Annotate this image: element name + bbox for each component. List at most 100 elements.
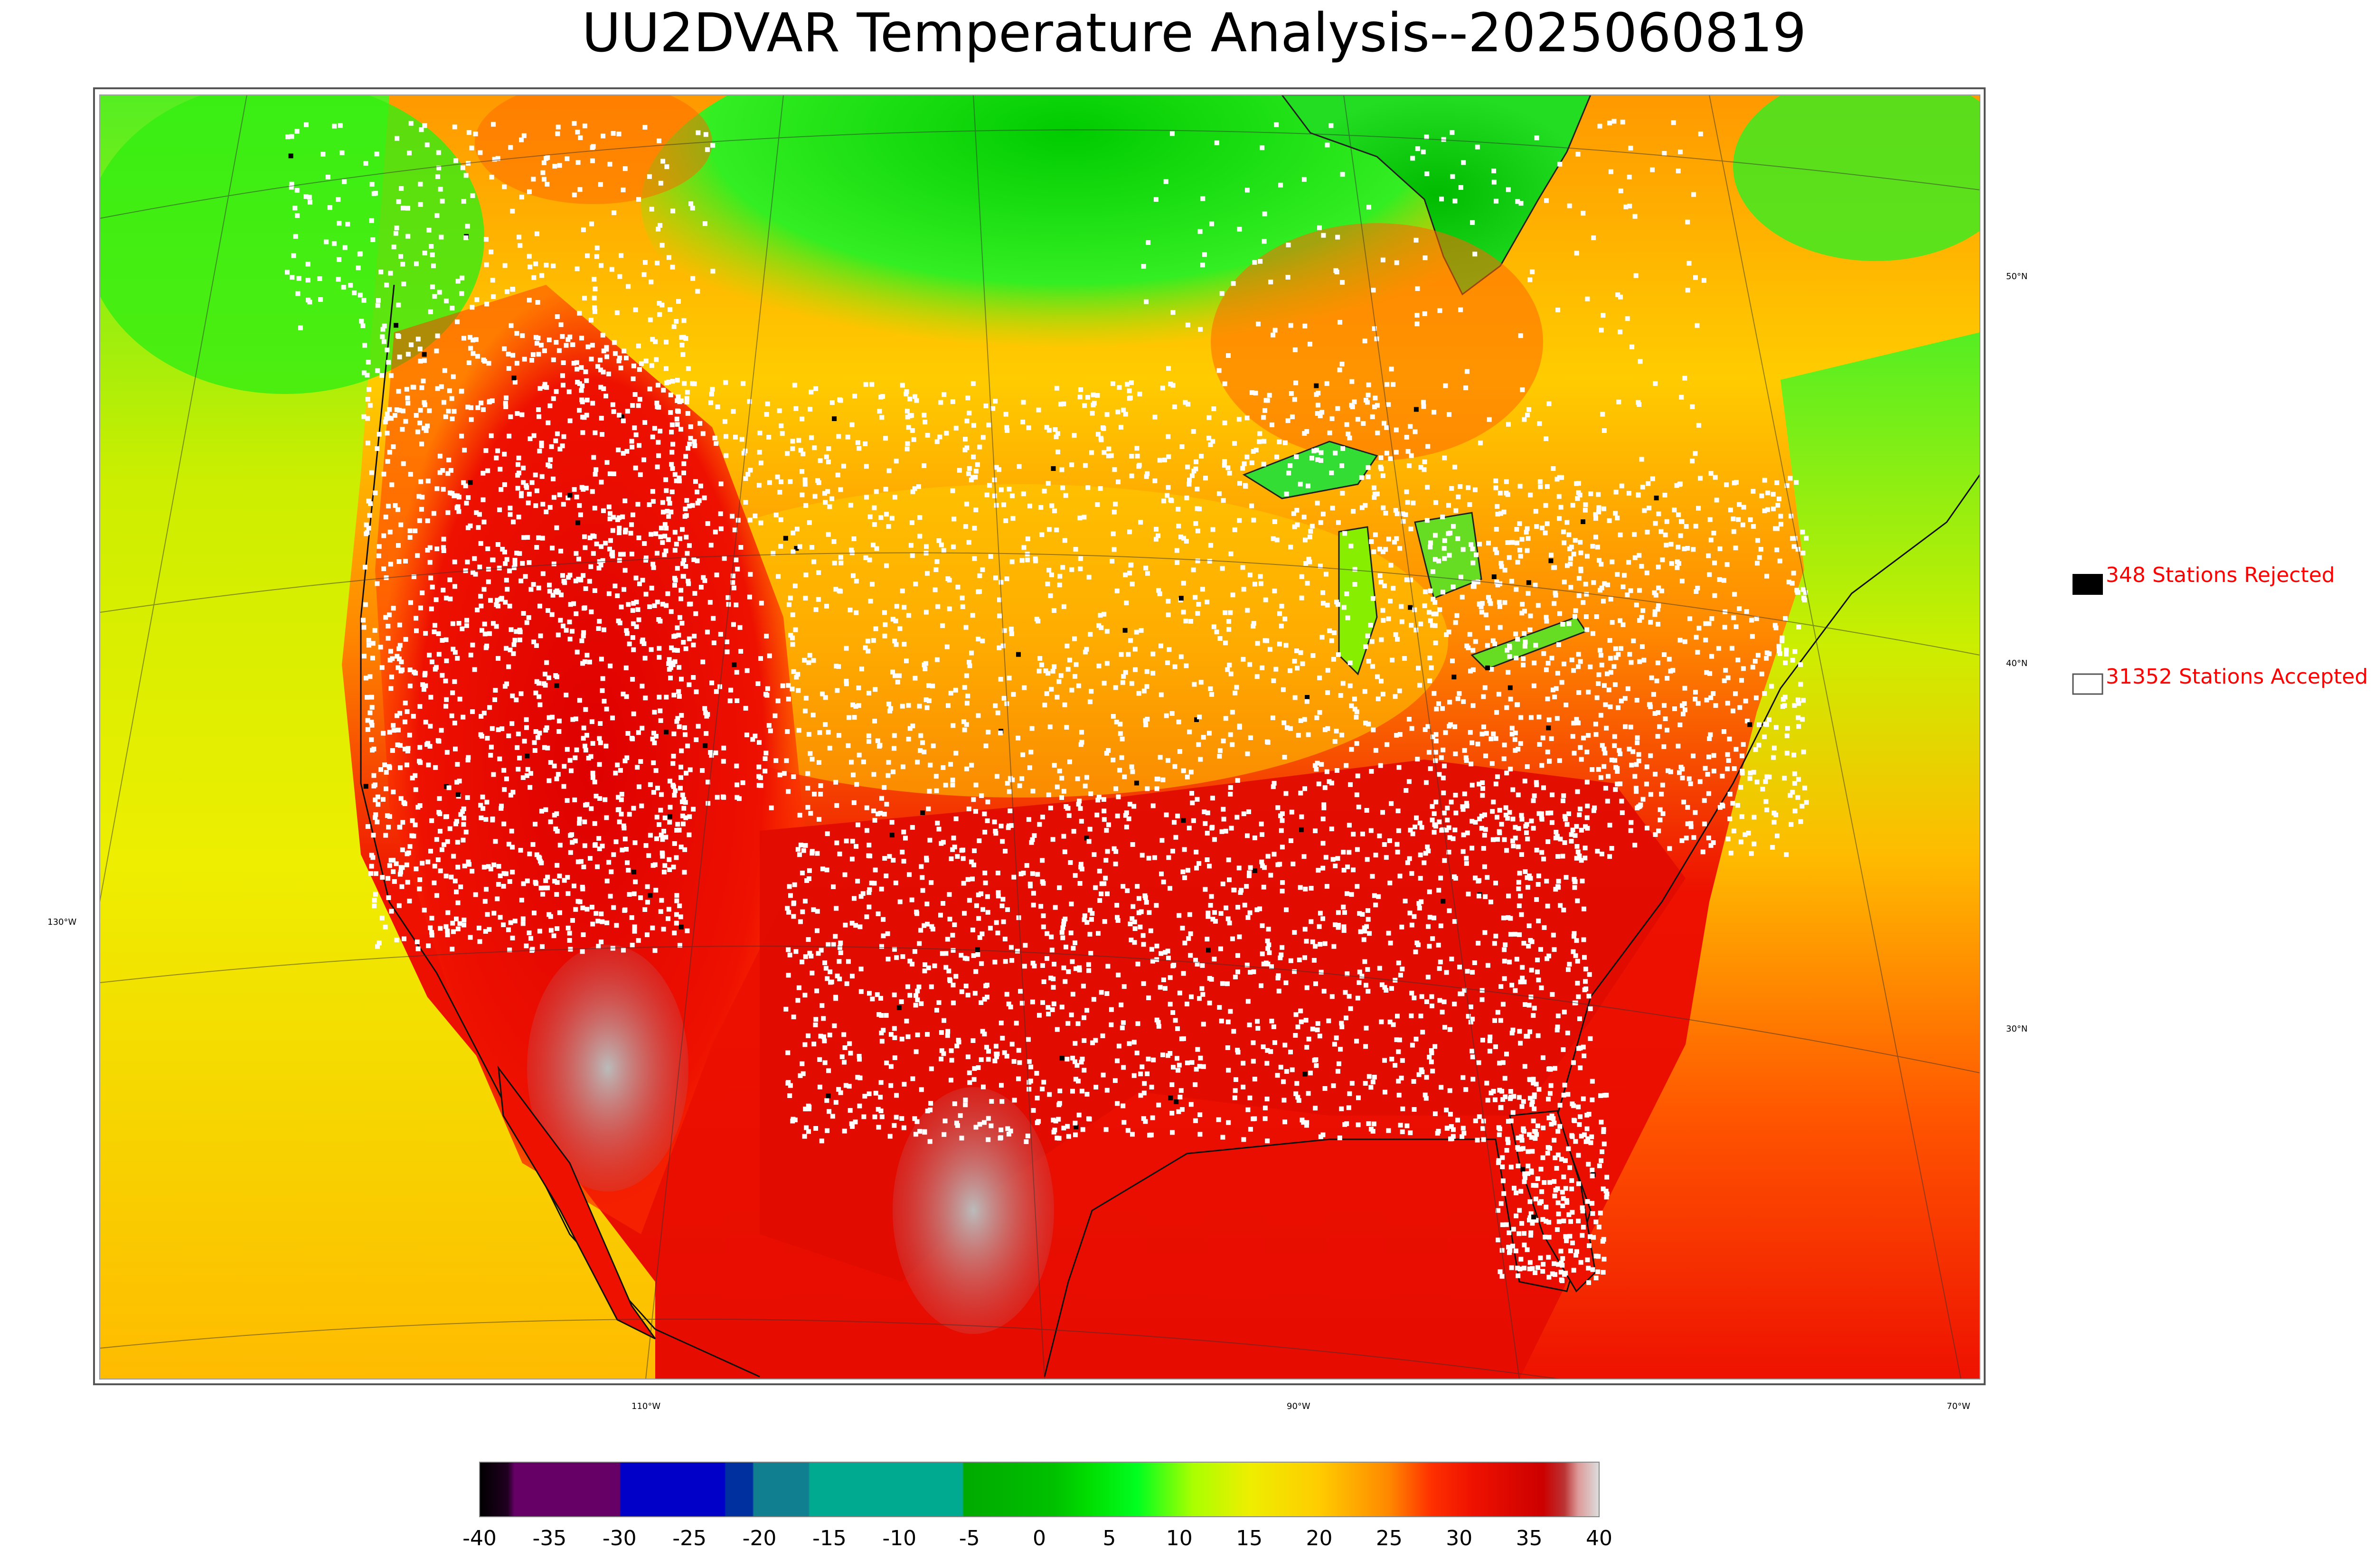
accepted-station — [1315, 411, 1320, 416]
accepted-station — [1041, 979, 1046, 984]
accepted-station — [1498, 984, 1504, 989]
accepted-station — [1347, 660, 1353, 666]
accepted-station — [499, 596, 504, 601]
accepted-station — [1639, 563, 1644, 569]
accepted-station — [938, 912, 943, 918]
accepted-station — [1691, 547, 1696, 552]
accepted-station — [794, 675, 799, 680]
accepted-station — [673, 788, 678, 793]
accepted-station — [1079, 730, 1084, 735]
accepted-station — [971, 454, 976, 460]
accepted-station — [1230, 742, 1235, 747]
accepted-station — [1622, 573, 1627, 578]
accepted-station — [951, 836, 956, 841]
accepted-station — [565, 798, 570, 803]
accepted-station — [1185, 774, 1190, 779]
accepted-station — [1335, 1069, 1340, 1074]
accepted-station — [1098, 613, 1103, 618]
accepted-station — [1615, 781, 1620, 787]
accepted-station — [1368, 1085, 1374, 1090]
accepted-station — [1708, 732, 1713, 737]
accepted-station — [417, 421, 423, 425]
accepted-station — [443, 414, 448, 419]
accepted-station — [1549, 736, 1554, 741]
accepted-station — [620, 514, 625, 519]
accepted-station — [1603, 702, 1608, 707]
accepted-station — [679, 620, 685, 626]
accepted-station — [601, 369, 606, 375]
accepted-station — [1284, 491, 1289, 497]
accepted-station — [1193, 1082, 1198, 1087]
accepted-station — [1426, 848, 1431, 854]
accepted-station — [1515, 540, 1520, 545]
accepted-station — [1476, 893, 1481, 899]
accepted-station — [1217, 636, 1223, 641]
accepted-station — [1784, 751, 1790, 756]
accepted-station — [1492, 1018, 1497, 1023]
accepted-station — [1170, 1130, 1175, 1135]
accepted-station — [510, 845, 515, 850]
accepted-station — [1129, 380, 1134, 385]
accepted-station — [1394, 450, 1399, 455]
accepted-station — [577, 817, 582, 822]
accepted-station — [922, 749, 927, 754]
accepted-station — [1482, 930, 1488, 935]
accepted-station — [1423, 1092, 1428, 1098]
accepted-station — [1571, 949, 1576, 954]
accepted-station — [640, 578, 645, 582]
accepted-station — [734, 557, 739, 563]
accepted-station — [617, 526, 622, 531]
rejected-station — [422, 352, 427, 357]
accepted-station — [397, 643, 403, 648]
accepted-station — [1086, 968, 1092, 973]
accepted-station — [1280, 880, 1285, 885]
accepted-station — [1088, 791, 1093, 796]
rejected-station — [1084, 836, 1089, 841]
accepted-station — [1437, 819, 1442, 825]
accepted-station — [1763, 779, 1768, 784]
accepted-station — [685, 928, 690, 933]
accepted-station — [821, 1034, 826, 1039]
accepted-station — [1548, 1067, 1553, 1072]
accepted-station — [550, 714, 555, 720]
accepted-station — [1178, 1088, 1184, 1093]
accepted-station — [1556, 879, 1561, 884]
accepted-station — [422, 908, 427, 913]
accepted-station — [445, 932, 450, 938]
accepted-station — [1038, 505, 1044, 510]
accepted-station — [982, 1120, 987, 1125]
accepted-station — [915, 760, 920, 765]
accepted-station — [1693, 524, 1698, 529]
accepted-station — [810, 970, 815, 976]
accepted-station — [1755, 561, 1760, 566]
accepted-station — [537, 929, 542, 934]
accepted-station — [692, 591, 697, 596]
accepted-station — [1476, 1060, 1481, 1065]
accepted-station — [558, 548, 564, 554]
accepted-station — [396, 646, 402, 651]
accepted-station — [1594, 614, 1599, 619]
accepted-station — [999, 903, 1005, 909]
accepted-station — [445, 929, 450, 934]
accepted-station — [1310, 939, 1315, 944]
accepted-station — [477, 564, 482, 570]
accepted-station — [1754, 779, 1760, 785]
accepted-station — [654, 357, 659, 362]
accepted-station — [816, 951, 821, 956]
accepted-station — [1085, 395, 1091, 400]
accepted-station — [1065, 1124, 1070, 1129]
accepted-station — [455, 504, 461, 509]
accepted-station — [660, 601, 665, 607]
accepted-station — [1170, 1010, 1176, 1015]
accepted-station — [848, 1051, 853, 1056]
accepted-station — [1300, 661, 1305, 667]
accepted-station — [1531, 1077, 1536, 1082]
accepted-station — [1277, 439, 1282, 444]
accepted-station — [1001, 919, 1006, 924]
accepted-station — [436, 631, 441, 636]
accepted-station — [1166, 599, 1171, 604]
accepted-station — [1251, 449, 1256, 454]
accepted-station — [583, 545, 588, 550]
accepted-station — [671, 864, 676, 870]
accepted-station — [684, 498, 689, 503]
